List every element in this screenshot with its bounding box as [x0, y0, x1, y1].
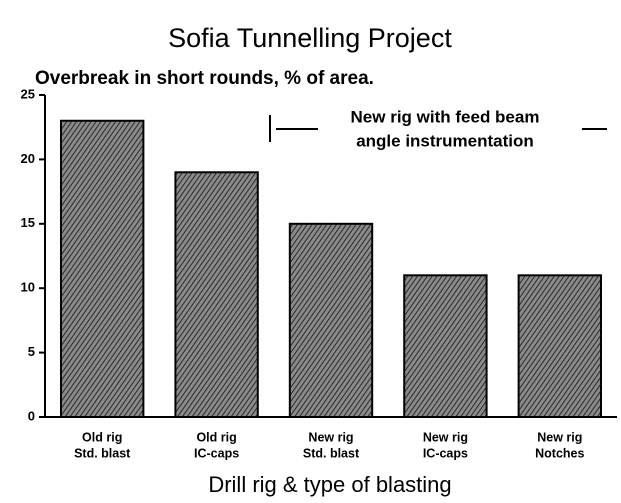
x-axis-label: Drill rig & type of blasting — [208, 472, 451, 497]
chart-title: Sofia Tunnelling Project — [168, 23, 452, 53]
x-tick-label: IC-caps — [194, 446, 239, 460]
x-tick-label: Old rig — [196, 430, 236, 444]
annotation: New rig with feed beam — [351, 107, 540, 126]
bar — [288, 222, 374, 418]
x-tick-label: New rig — [308, 430, 353, 444]
y-tick-label: 10 — [21, 280, 35, 295]
chart-subtitle: Overbreak in short rounds, % of area. — [35, 68, 374, 89]
x-tick-label: New rig — [537, 430, 582, 444]
x-tick-label: New rig — [423, 430, 468, 444]
bar — [517, 274, 602, 418]
annotation: angle instrumentation — [356, 131, 534, 150]
x-tick-label: Old rig — [82, 430, 122, 444]
x-tick-label: Std. blast — [74, 446, 131, 460]
bar — [403, 274, 488, 418]
bar — [174, 171, 259, 418]
y-tick-label: 15 — [21, 215, 35, 230]
y-tick-label: 20 — [21, 151, 35, 166]
x-tick-label: Notches — [535, 446, 584, 460]
y-tick-label: 25 — [21, 86, 35, 101]
y-tick-label: 5 — [28, 344, 35, 359]
x-tick-label: IC-caps — [423, 446, 468, 460]
x-tick-label: Std. blast — [303, 446, 360, 460]
bar — [60, 119, 145, 418]
y-tick-label: 0 — [28, 408, 35, 423]
annotation-bracket — [269, 115, 607, 142]
